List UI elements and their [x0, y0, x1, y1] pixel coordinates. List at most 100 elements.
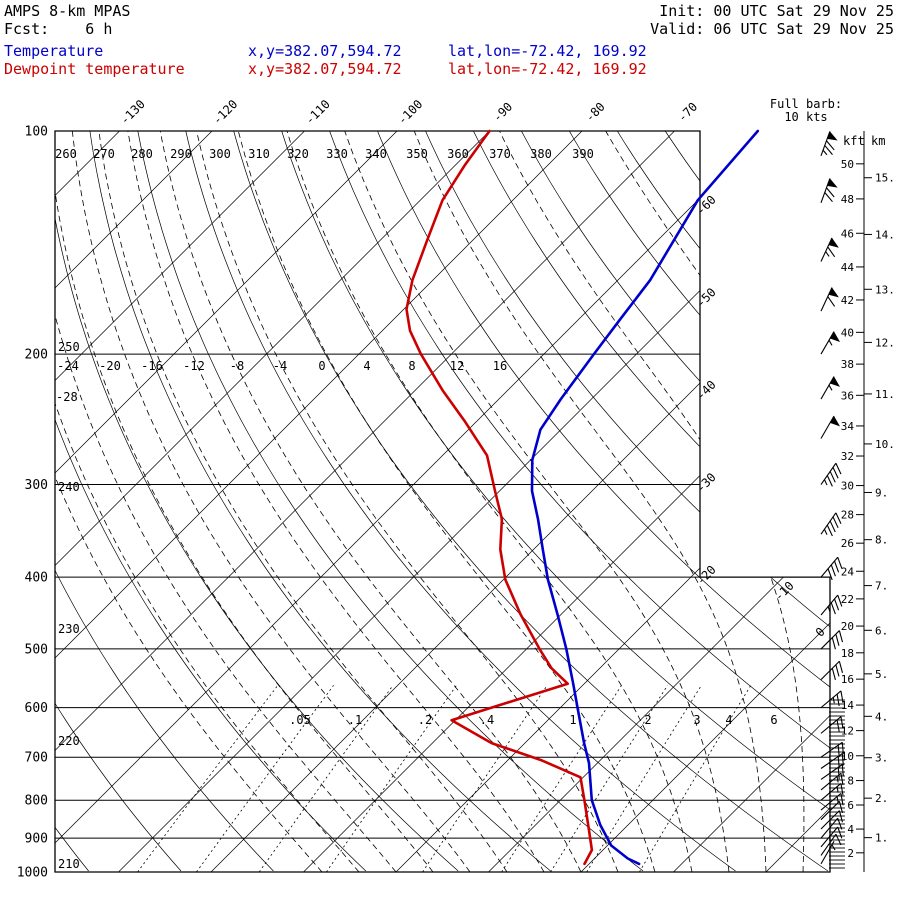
kft-tick-label: 46 [841, 227, 854, 240]
mixing-ratio-line [196, 685, 334, 872]
wind-barb-full [831, 637, 836, 650]
moist-adiabat-line [196, 131, 619, 872]
mixing-ratio-label: 3 [693, 713, 700, 727]
wind-barb-half [827, 606, 831, 613]
moist-adiabat-label: -12 [183, 359, 205, 373]
wind-barb-full [826, 524, 833, 537]
dry-adiabat-line [568, 131, 830, 872]
kft-axis-label: kft [843, 134, 865, 148]
wind-barb-staff [820, 512, 837, 535]
mixing-ratio-line [639, 685, 752, 872]
kft-tick-label: 18 [841, 647, 854, 660]
pressure-tick-label: 200 [25, 348, 48, 363]
moist-adiabat-line [55, 131, 397, 872]
wind-barb-full [838, 661, 844, 673]
wind-barb-half [822, 149, 828, 156]
dry-adiabat-top-label: 330 [326, 147, 348, 161]
kft-tick-label: 44 [841, 261, 855, 274]
wind-barb-full [835, 463, 842, 475]
isotherm-lower-label: -10 [772, 579, 797, 604]
pressure-tick-label: 800 [25, 794, 48, 809]
mixing-ratio-label: 4 [725, 713, 732, 727]
km-tick-label: 14. [875, 228, 895, 241]
km-axis-label: km [871, 134, 885, 148]
isotherm-line [580, 131, 830, 872]
init-time: Init: 00 UTC Sat 29 Nov 25 [659, 2, 894, 20]
wind-barb-staff [820, 660, 840, 680]
isotherm-line [55, 131, 305, 872]
plot-border [54, 130, 831, 873]
wind-barb-pennant [827, 131, 838, 141]
dry-adiabat-line [617, 131, 830, 872]
isotherm-top-label: -70 [675, 100, 700, 125]
wind-barb-half [823, 479, 828, 486]
km-tick-label: 6. [875, 624, 888, 637]
pressure-tick-label: 100 [25, 125, 48, 140]
height-axis: kft km50484644424038363432302826242220181… [770, 97, 895, 872]
dry-adiabat-line [55, 131, 274, 872]
dry-adiabat-top-label: 370 [489, 147, 511, 161]
isotherm-right-label: -50 [694, 285, 719, 310]
wind-barb-full [838, 630, 844, 643]
isotherm-right-label: -20 [694, 563, 719, 588]
wind-barb-full [837, 557, 843, 569]
dry-adiabat-top-label: 270 [93, 147, 115, 161]
wind-barb-staff [820, 594, 839, 616]
moist-adiabat-line [413, 131, 767, 872]
wind-barb-full [840, 716, 844, 729]
dry-adiabat-top-label: 340 [365, 147, 387, 161]
wind-barb-full [827, 296, 836, 307]
isotherm-top-label: -120 [210, 97, 240, 127]
wind-barb-pennant [827, 178, 838, 188]
wind-barb-staff [820, 833, 837, 856]
dry-adiabat-top-label: 300 [209, 147, 231, 161]
dry-adiabat-top-label: 280 [131, 147, 153, 161]
mixing-ratio-line [326, 685, 457, 872]
wind-barb-full [829, 471, 836, 483]
mixing-ratio-line [258, 685, 394, 872]
moist-adiabat-label: -4 [273, 359, 287, 373]
kft-tick-label: 42 [841, 294, 854, 307]
wind-barb-pennant [830, 331, 840, 342]
isotherm-right-label: -30 [694, 470, 719, 495]
mixing-ratio-line [422, 685, 548, 872]
dry-adiabat-line [233, 131, 829, 872]
pressure-tick-label: 400 [25, 571, 48, 586]
wind-barb-full [824, 192, 833, 203]
dry-adiabat-top-label: 380 [530, 147, 552, 161]
wind-barb-pennant [828, 237, 839, 248]
full-barb-legend-line2: 10 kts [784, 110, 827, 124]
moist-adiabat-line [286, 131, 693, 872]
wind-barb-staff [820, 178, 831, 203]
mixing-ratio-label: 2 [644, 713, 651, 727]
isotherm-line [55, 131, 675, 872]
wind-barb-full [837, 745, 840, 758]
isotherm-lower-label: 0 [813, 625, 828, 640]
kft-tick-label: 22 [841, 593, 854, 606]
wind-barb-full [840, 690, 844, 703]
dewpoint-legend-label: Dewpoint temperature [4, 60, 185, 78]
pressure-tick-label: 300 [25, 478, 48, 493]
kft-tick-label: 6 [847, 799, 854, 812]
wind-barb-pennant [828, 287, 839, 298]
kft-tick-label: 16 [841, 673, 854, 686]
wind-barb-staff [820, 556, 839, 578]
valid-time: Valid: 06 UTC Sat 29 Nov 25 [650, 20, 894, 38]
isotherm-line [488, 131, 830, 872]
moist-adiabat-label: 16 [493, 359, 507, 373]
wind-barb-half [836, 776, 839, 783]
wind-barb-half [825, 251, 830, 257]
km-tick-label: 5. [875, 668, 888, 681]
dry-adiabat-line [55, 131, 182, 872]
dry-adiabat-left-label: 230 [58, 622, 80, 636]
isotherm-line [395, 131, 830, 872]
km-tick-label: 1. [875, 832, 888, 845]
moist-adiabat-line [55, 131, 323, 872]
kft-tick-label: 36 [841, 389, 854, 402]
dry-adiabat-left-label: 210 [58, 857, 80, 871]
moist-adiabat-line [499, 131, 805, 872]
wind-barb-staff [820, 630, 840, 650]
wind-barb-staff [820, 415, 835, 439]
moist-adiabat-line [237, 131, 656, 872]
